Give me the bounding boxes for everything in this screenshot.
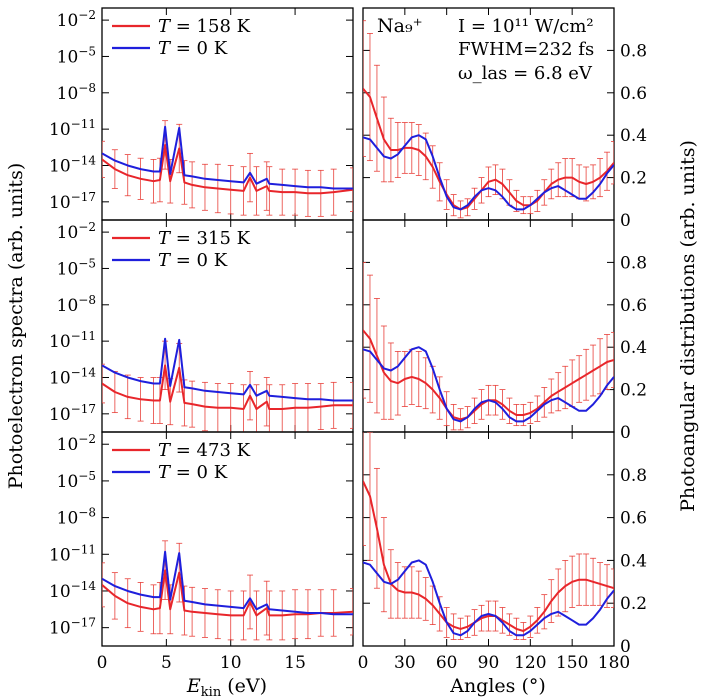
- y-tick-label: 10−2: [57, 220, 96, 243]
- angular-bottom-plot: [363, 432, 614, 640]
- series-line-hot: [102, 143, 353, 195]
- y-tick-label: 10−11: [49, 329, 96, 352]
- legend-label: T = 473 K: [158, 440, 251, 461]
- spectrum-top-panel: 10−2 10−5 10−8 10−11 10−14 10−17 T = 158 KT = …: [49, 7, 354, 221]
- legend-label: T = 0 K: [158, 462, 228, 483]
- y-tick-label: 10−2: [57, 8, 96, 31]
- y-tick-label: 0: [620, 423, 631, 443]
- spectrum-bottom-panel: 10−2 10−5 10−8 10−11 10−14 10−170 5 10 15 T = 473…: [49, 431, 354, 673]
- y-tick-label: 10−8: [57, 81, 96, 104]
- angular-middle-panel: 0 0.2 0.4 0.6 0.8: [362, 219, 647, 443]
- x-tick-label: 180: [598, 653, 630, 673]
- y-tick-label: 10−14: [49, 153, 96, 176]
- left-y-axis-label: Photoelectron spectra (arb. units): [5, 163, 27, 489]
- y-tick-label: 10−11: [49, 117, 96, 140]
- series-line-hot: [102, 364, 353, 410]
- x-tick-label: 10: [220, 653, 242, 673]
- angular-bottom-panel: 0 0.2 0.4 0.6 0.8 0 30 60 90 120 150 180: [358, 431, 647, 673]
- y-tick-label: 10−5: [57, 469, 96, 492]
- x-tick-label: 5: [161, 653, 172, 673]
- x-tick-label: 90: [478, 653, 500, 673]
- x-tick-label: 120: [514, 653, 546, 673]
- spectrum-bottom-plot: [102, 540, 353, 641]
- y-tick-label: 0: [620, 211, 631, 231]
- annotation-frequency: ω_las = 6.8 eV: [458, 63, 593, 84]
- series-line-cold: [102, 125, 353, 190]
- y-tick-label: 10−17: [49, 190, 96, 213]
- angular-top-plot: [363, 20, 614, 219]
- angular-top-panel: 0 0.2 0.4 0.6 0.8 Na₉⁺ I = 10¹¹ W/cm²FWHM=232 …: [362, 7, 647, 231]
- spectrum-bottom-frame: [101, 431, 354, 647]
- y-tick-label: 10−17: [49, 402, 96, 425]
- legend-label: T = 158 K: [158, 16, 251, 37]
- spectrum-middle-panel: 10−2 10−5 10−8 10−11 10−14 10−17 T = 315 KT = …: [49, 219, 354, 433]
- y-tick-label: 10−5: [57, 256, 96, 279]
- series-line-cold: [102, 337, 353, 402]
- y-tick-label: 10−5: [57, 44, 96, 67]
- series-line-hot: [102, 569, 353, 617]
- y-tick-label: 0.4: [620, 126, 647, 146]
- legend-label: T = 0 K: [158, 38, 228, 59]
- y-tick-label: 0.6: [620, 509, 647, 529]
- angular-middle-plot: [363, 261, 614, 431]
- y-tick-label: 10−14: [49, 579, 96, 602]
- y-tick-label: 10−2: [57, 432, 96, 455]
- left-x-axis-label: Ekin (eV): [186, 675, 267, 698]
- y-tick-label: 0.2: [620, 594, 647, 614]
- x-tick-label: 0: [97, 653, 108, 673]
- y-tick-label: 0: [620, 637, 631, 657]
- y-tick-label: 0.6: [620, 296, 647, 316]
- y-tick-label: 10−14: [49, 365, 96, 388]
- series-line-cold: [363, 134, 614, 211]
- y-tick-label: 0.8: [620, 253, 647, 273]
- annotation-intensity: I = 10¹¹ W/cm²: [458, 16, 594, 37]
- annotation-cluster: Na₉⁺: [377, 15, 423, 37]
- y-tick-label: 0.2: [620, 381, 647, 401]
- y-tick-label: 0.2: [620, 169, 647, 189]
- y-tick-label: 0.8: [620, 466, 647, 486]
- series-line-hot: [363, 87, 614, 211]
- y-tick-label: 0.8: [620, 41, 647, 61]
- legend-label: T = 315 K: [158, 228, 251, 249]
- y-tick-label: 0.4: [620, 338, 647, 358]
- x-tick-label: 15: [284, 653, 306, 673]
- legend-label: T = 0 K: [158, 250, 228, 271]
- x-tick-label: 60: [436, 653, 458, 673]
- spectrum-middle-plot: [102, 337, 353, 432]
- annotation-fwhm: FWHM=232 fs: [458, 39, 594, 60]
- series-line-hot: [363, 480, 614, 632]
- y-tick-label: 10−11: [49, 542, 96, 565]
- x-tick-label: 0: [358, 653, 369, 673]
- y-tick-label: 0.4: [620, 551, 647, 571]
- y-tick-label: 10−8: [57, 293, 96, 316]
- y-tick-label: 0.6: [620, 84, 647, 104]
- right-x-axis-label: Angles (°): [449, 675, 546, 697]
- series-line-cold: [102, 550, 353, 616]
- right-y-axis-label: Photoangular distributions (arb. units): [677, 140, 699, 512]
- y-tick-label: 10−17: [49, 616, 96, 639]
- series-line-cold: [363, 559, 614, 637]
- y-tick-label: 10−8: [57, 506, 96, 529]
- x-tick-label: 150: [556, 653, 588, 673]
- series-line-cold: [363, 346, 614, 423]
- x-tick-label: 30: [394, 653, 416, 673]
- spectrum-top-plot: [102, 120, 353, 217]
